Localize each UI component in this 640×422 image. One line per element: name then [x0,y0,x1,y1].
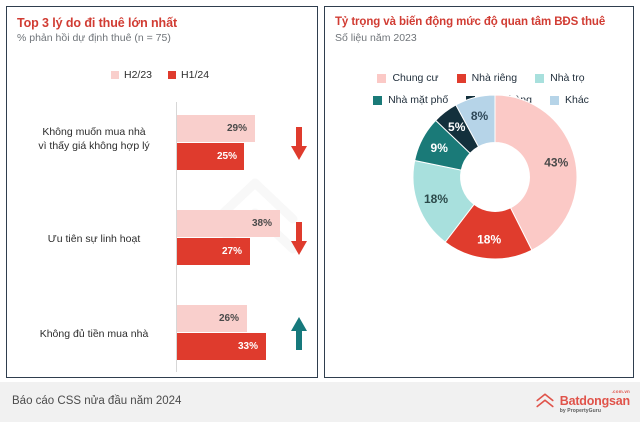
house-chevron-icon [534,391,556,418]
bar-h2-23-row-3 [177,305,247,332]
donut-slice-label: 18% [424,192,448,206]
bar-h2-23-row-2 [177,210,280,237]
bar-value-h1-24-row-3: 33% [238,341,259,352]
bar-value-h2-23-row-1: 29% [227,123,248,134]
bar-value-h1-24-row-1: 25% [217,151,238,162]
donut-slice-label: 8% [471,109,489,123]
donut-chart-panel: Tỷ trọng và biến động mức độ quan tâm BĐ… [324,6,634,378]
bar-chart-axis-line [176,102,177,372]
bar-value-h1-24-row-2: 27% [222,246,243,257]
right-panel-title: Tỷ trọng và biến động mức độ quan tâm BĐ… [335,16,606,28]
legend-item-khac: Khác [550,94,589,106]
legend-item-nha-mat-pho: Nhà mặt phố [373,94,448,106]
legend-label-h1-24: H1/24 [181,69,210,81]
donut-chart: 43% 18% 18% 9% 5% 8% [407,89,583,265]
footer-bar: Báo cáo CSS nửa đầu năm 2024 .com.vn Bat… [0,382,640,422]
bar-h1-24-row-3 [177,333,266,360]
bar-category-label-1: Không muốn mua nhà vì thấy giá không hợp… [19,125,169,153]
bar-value-h2-23-row-2: 38% [252,218,273,229]
brand-logo-tagline: by PropertyGuru [559,407,601,414]
donut-slice-label: 5% [448,120,466,134]
bar-value-h2-23-row-3: 26% [219,313,240,324]
donut-slice-label: 9% [431,141,449,155]
footer-caption: Báo cáo CSS nửa đầu năm 2024 [12,395,182,407]
bar-category-label-2-line1: Ưu tiên sự linh hoạt [47,233,141,245]
right-panel-subtitle: Số liệu năm 2023 [335,32,417,44]
donut-slice [494,94,578,251]
bar-category-label-3-line1: Không đủ tiền mua nhà [39,328,149,340]
donut-legend-row-1: Chung cư Nhà riêng Nhà trọ [343,67,619,89]
donut-slice [412,159,475,243]
donut-slice [455,94,496,148]
legend-swatch-khac [550,95,559,105]
donut-slice-label: 43% [544,155,568,169]
donut-svg: 43% 18% 18% 9% 5% 8% [412,94,578,260]
brand-logo-tld: .com.vn [611,389,630,395]
legend-item-h2-23: H2/23 [111,69,152,81]
trend-arrow-up-row-3 [290,317,308,356]
legend-item-chung-cu: Chung cư [377,72,439,84]
legend-swatch-h2-23 [111,71,119,79]
bar-h1-24-row-2 [177,238,250,265]
legend-swatch-h1-24 [168,71,177,79]
trend-arrow-down-row-2 [290,222,308,261]
bar-h1-24-row-1 [177,143,244,170]
bar-h2-23-row-1 [177,115,255,142]
brand-logo-text: .com.vn Batdongsan by PropertyGuru [559,390,630,414]
bar-category-label-1-line1: Không muốn mua nhà [42,126,146,138]
legend-swatch-nha-mat-pho [373,95,383,105]
legend-swatch-nha-tro [535,73,545,83]
legend-item-nha-rieng: Nhà riêng [456,72,518,84]
legend-label-nha-rieng: Nhà riêng [471,72,518,84]
legend-label-nha-mat-pho: Nhà mặt phố [388,94,449,106]
brand-logo: .com.vn Batdongsan by PropertyGuru [534,390,630,418]
donut-slice-label: 18% [477,233,501,247]
left-panel-title: Top 3 lý do đi thuê lớn nhất [17,16,178,30]
legend-label-chung-cu: Chung cư [392,72,439,84]
left-panel-subtitle: % phản hồi dự định thuê (n = 75) [17,32,171,44]
brand-logo-name: Batdongsan [559,394,630,409]
legend-item-h1-24: H1/24 [168,69,209,81]
bar-category-label-2: Ưu tiên sự linh hoạt [19,232,169,246]
legend-swatch-nha-rieng [456,73,466,83]
donut-slice [444,203,533,260]
bar-category-label-3: Không đủ tiền mua nhà [19,327,169,341]
legend-item-nha-tro: Nhà trọ [535,72,585,84]
legend-label-nha-tro: Nhà trọ [550,72,585,84]
bar-chart-panel: Top 3 lý do đi thuê lớn nhất % phản hồi … [6,6,318,378]
legend-label-h2-23: H2/23 [124,69,153,81]
bar-category-label-1-line2: vì thấy giá không hợp lý [38,140,150,152]
bar-chart-legend: H2/23 H1/24 [111,69,209,81]
trend-arrow-down-row-1 [290,127,308,166]
legend-label-khac: Khác [565,94,589,106]
legend-swatch-chung-cu [377,73,387,83]
